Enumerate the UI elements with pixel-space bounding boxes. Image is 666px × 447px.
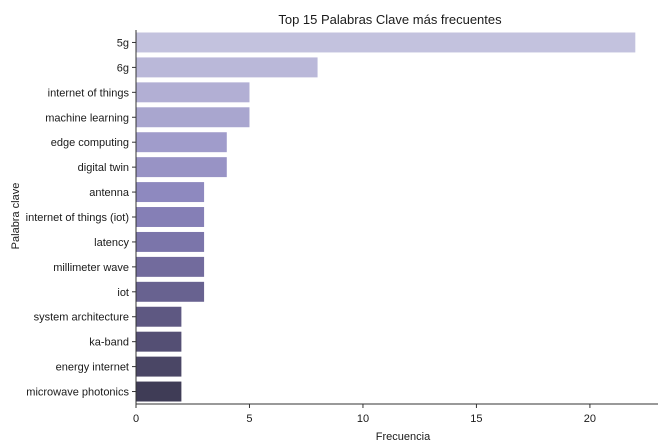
y-tick-labels-group: 5g 6g internet of things machine learning ed… — [26, 37, 136, 399]
y-tick-label-9: millimeter wave — [53, 262, 129, 274]
bar-0 — [136, 32, 636, 53]
y-tick-label-13: energy internet — [56, 362, 129, 374]
y-tick-label-8: latency — [94, 237, 129, 249]
y-tick-label-2: internet of things — [48, 87, 130, 99]
y-tick-label-3: machine learning — [45, 112, 129, 124]
bar-11 — [136, 306, 182, 327]
x-tick-label-4: 20 — [584, 413, 596, 425]
y-tick-label-1: 6g — [117, 62, 129, 74]
x-axis-title: Frecuencia — [376, 431, 431, 442]
bar-12 — [136, 331, 182, 352]
bar-2 — [136, 82, 250, 103]
y-tick-label-0: 5g — [117, 37, 129, 49]
x-tick-label-3: 15 — [470, 413, 482, 425]
bar-8 — [136, 231, 205, 252]
x-tick-label-1: 5 — [246, 413, 252, 425]
y-axis-title: Palabra clave — [10, 183, 22, 250]
bar-4 — [136, 132, 227, 153]
bar-1 — [136, 57, 318, 78]
y-tick-label-6: antenna — [89, 187, 130, 199]
x-ticks-group: 0 5 10 15 20 — [133, 404, 596, 425]
y-tick-label-11: system architecture — [34, 312, 129, 324]
y-tick-label-14: microwave photonics — [26, 387, 129, 399]
bar-7 — [136, 207, 205, 227]
x-tick-label-0: 0 — [133, 413, 139, 425]
chart-title: Top 15 Palabras Clave más frecuentes — [278, 12, 502, 27]
bar-6 — [136, 182, 205, 203]
y-tick-label-7: internet of things (iot) — [26, 212, 129, 224]
y-tick-label-12: ka-band — [89, 337, 129, 349]
bar-10 — [136, 281, 205, 302]
bar-5 — [136, 157, 227, 178]
bar-3 — [136, 107, 250, 128]
y-tick-label-4: edge computing — [51, 137, 129, 149]
bars-group — [136, 32, 636, 402]
x-tick-label-2: 10 — [357, 413, 369, 425]
bar-14 — [136, 381, 182, 402]
y-tick-label-10: iot — [117, 287, 129, 299]
bar-13 — [136, 356, 182, 377]
y-tick-label-5: digital twin — [78, 162, 129, 174]
bar-9 — [136, 256, 205, 277]
